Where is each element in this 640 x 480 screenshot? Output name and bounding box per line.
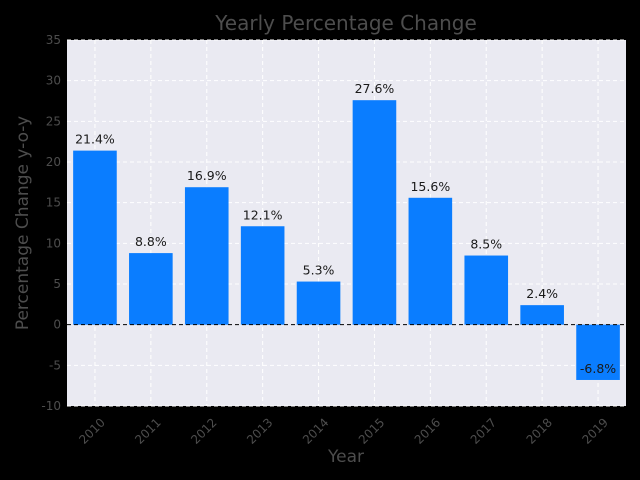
plot-area — [67, 40, 626, 406]
data-label: 8.8% — [135, 234, 167, 249]
y-tick-label: 30 — [46, 74, 61, 88]
bar-2019 — [576, 324, 620, 380]
y-tick-label: 20 — [46, 155, 61, 169]
y-tick-label: 0 — [53, 318, 61, 332]
y-tick-label: 25 — [46, 114, 61, 128]
bar-2017 — [464, 255, 509, 325]
y-tick-label: -10 — [41, 399, 61, 413]
data-label: 27.6% — [355, 81, 395, 96]
bar-2012 — [184, 187, 229, 325]
x-tick-label: 2019 — [579, 415, 610, 446]
data-label: -6.8% — [580, 361, 616, 376]
bar-2010 — [73, 150, 117, 325]
data-label: 8.5% — [470, 237, 502, 252]
bar-2014 — [296, 281, 341, 325]
bar-2016 — [408, 197, 453, 325]
x-tick-label: 2011 — [132, 415, 163, 446]
x-tick-label: 2014 — [300, 415, 331, 446]
x-tick-label: 2013 — [244, 415, 275, 446]
data-label: 16.9% — [187, 168, 227, 183]
bars — [73, 100, 620, 380]
data-label: 21.4% — [75, 132, 115, 147]
bar-2018 — [520, 305, 564, 325]
bar-2015 — [352, 100, 397, 325]
data-label: 12.1% — [243, 207, 283, 222]
y-axis-label: Percentage Change y-o-y — [13, 116, 33, 330]
y-tick-label: 35 — [46, 33, 61, 47]
x-tick-label: 2017 — [468, 415, 499, 446]
x-tick-label: 2012 — [188, 415, 219, 446]
chart-title: Yearly Percentage Change — [214, 11, 477, 35]
y-tick-label: 10 — [46, 236, 61, 250]
x-tick-label: 2015 — [356, 415, 387, 446]
x-tick-label: 2010 — [76, 415, 107, 446]
bar-2013 — [240, 226, 285, 325]
x-axis-label: Year — [327, 447, 364, 467]
data-labels: 21.4% 8.8% 16.9% 12.1% 5.3% 27.6% 15.6% 8.5% 2.4… — [75, 81, 616, 376]
x-tick-labels: 2010 2011 2012 2013 2014 2015 2016 2017 2018 2019 — [76, 415, 611, 446]
x-tick-label: 2016 — [412, 415, 443, 446]
data-label: 5.3% — [303, 263, 335, 278]
bar-2011 — [129, 253, 173, 325]
y-tick-label: 5 — [53, 277, 61, 291]
y-tick-label: 15 — [46, 196, 61, 210]
data-label: 15.6% — [410, 179, 450, 194]
x-tick-label: 2018 — [524, 415, 555, 446]
y-tick-labels: -10 -5 0 5 10 15 20 25 30 35 — [41, 33, 61, 413]
y-tick-label: -5 — [49, 358, 61, 372]
data-label: 2.4% — [526, 286, 558, 301]
